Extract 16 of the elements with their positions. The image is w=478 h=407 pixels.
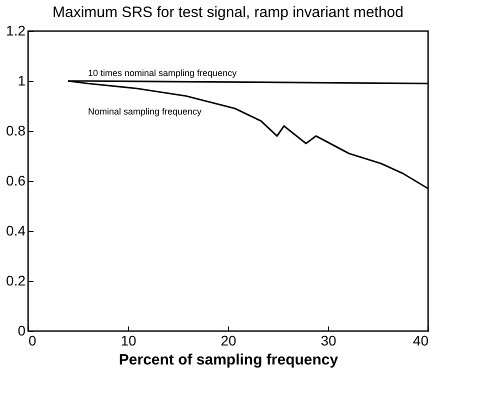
x-tick-label: 20 xyxy=(220,332,236,348)
y-tick-label: 0.6 xyxy=(6,172,26,188)
y-tick-label: 1 xyxy=(18,72,26,88)
x-tick-label: 30 xyxy=(320,332,336,348)
y-tick-label: 0.8 xyxy=(6,122,26,138)
x-tick-label: 10 xyxy=(120,332,136,348)
x-tick-label: 0 xyxy=(28,332,36,348)
y-tick-label: 0 xyxy=(18,322,26,338)
series-label: Nominal sampling frequency xyxy=(88,106,202,116)
y-tick-label: 1.2 xyxy=(6,22,26,38)
y-tick-label: 0.4 xyxy=(6,222,26,238)
series-label: 10 times nominal sampling frequency xyxy=(88,68,238,78)
x-tick-label: 40 xyxy=(412,332,429,348)
x-axis-title: Percent of sampling frequency xyxy=(118,352,339,368)
y-tick-label: 0.2 xyxy=(6,272,26,288)
chart-title: Maximum SRS for test signal, ramp invariant method xyxy=(52,4,404,21)
